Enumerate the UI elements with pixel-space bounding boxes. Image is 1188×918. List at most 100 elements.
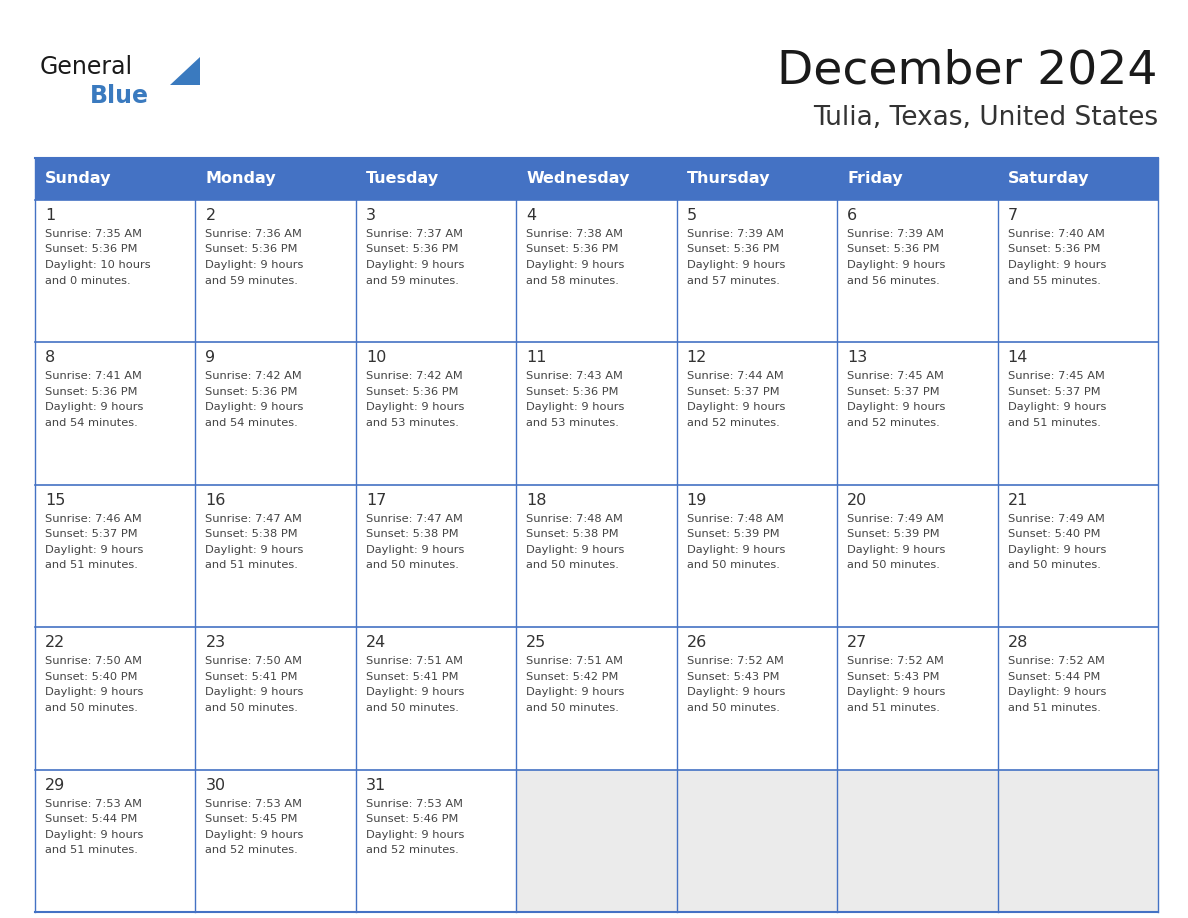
Text: Sunrise: 7:52 AM: Sunrise: 7:52 AM bbox=[1007, 656, 1105, 666]
Text: 13: 13 bbox=[847, 351, 867, 365]
Text: and 59 minutes.: and 59 minutes. bbox=[206, 275, 298, 285]
Bar bbox=[998, 200, 1158, 342]
Text: Sunset: 5:37 PM: Sunset: 5:37 PM bbox=[1007, 386, 1100, 397]
Text: Sunset: 5:36 PM: Sunset: 5:36 PM bbox=[526, 244, 619, 254]
Text: Wednesday: Wednesday bbox=[526, 172, 630, 186]
Bar bbox=[517, 485, 677, 627]
Text: Daylight: 9 hours: Daylight: 9 hours bbox=[687, 688, 785, 697]
Text: and 50 minutes.: and 50 minutes. bbox=[526, 702, 619, 712]
Bar bbox=[196, 485, 356, 627]
Text: Sunrise: 7:50 AM: Sunrise: 7:50 AM bbox=[45, 656, 143, 666]
Text: Sunrise: 7:49 AM: Sunrise: 7:49 AM bbox=[1007, 514, 1105, 524]
Text: and 0 minutes.: and 0 minutes. bbox=[45, 275, 131, 285]
Text: Sunrise: 7:53 AM: Sunrise: 7:53 AM bbox=[45, 799, 143, 809]
Text: Tuesday: Tuesday bbox=[366, 172, 440, 186]
Bar bbox=[677, 769, 838, 912]
Text: Sunset: 5:44 PM: Sunset: 5:44 PM bbox=[45, 814, 138, 824]
Bar bbox=[517, 342, 677, 485]
Text: Sunrise: 7:35 AM: Sunrise: 7:35 AM bbox=[45, 229, 143, 239]
Text: and 51 minutes.: and 51 minutes. bbox=[847, 702, 940, 712]
Text: Daylight: 9 hours: Daylight: 9 hours bbox=[45, 830, 144, 840]
Text: and 54 minutes.: and 54 minutes. bbox=[206, 418, 298, 428]
Text: 7: 7 bbox=[1007, 208, 1018, 223]
Text: and 50 minutes.: and 50 minutes. bbox=[45, 702, 138, 712]
Text: Sunset: 5:40 PM: Sunset: 5:40 PM bbox=[45, 672, 138, 682]
Text: Daylight: 9 hours: Daylight: 9 hours bbox=[847, 402, 946, 412]
Bar bbox=[517, 158, 677, 200]
Bar bbox=[838, 200, 998, 342]
Bar bbox=[998, 769, 1158, 912]
Text: and 50 minutes.: and 50 minutes. bbox=[687, 560, 779, 570]
Bar bbox=[998, 158, 1158, 200]
Bar bbox=[356, 769, 517, 912]
Text: Daylight: 9 hours: Daylight: 9 hours bbox=[687, 402, 785, 412]
Text: 24: 24 bbox=[366, 635, 386, 650]
Text: Sunset: 5:38 PM: Sunset: 5:38 PM bbox=[366, 530, 459, 539]
Text: 14: 14 bbox=[1007, 351, 1028, 365]
Bar bbox=[356, 200, 517, 342]
Bar bbox=[356, 485, 517, 627]
Bar bbox=[517, 769, 677, 912]
Text: Daylight: 9 hours: Daylight: 9 hours bbox=[366, 402, 465, 412]
Text: Sunrise: 7:51 AM: Sunrise: 7:51 AM bbox=[526, 656, 624, 666]
Text: Daylight: 9 hours: Daylight: 9 hours bbox=[526, 260, 625, 270]
Text: Sunset: 5:45 PM: Sunset: 5:45 PM bbox=[206, 814, 298, 824]
Text: Daylight: 9 hours: Daylight: 9 hours bbox=[45, 544, 144, 554]
Text: Sunrise: 7:53 AM: Sunrise: 7:53 AM bbox=[366, 799, 463, 809]
Text: Sunset: 5:39 PM: Sunset: 5:39 PM bbox=[687, 530, 779, 539]
Bar bbox=[838, 485, 998, 627]
Text: and 52 minutes.: and 52 minutes. bbox=[687, 418, 779, 428]
Text: and 50 minutes.: and 50 minutes. bbox=[366, 702, 459, 712]
Text: 1: 1 bbox=[45, 208, 56, 223]
Text: 16: 16 bbox=[206, 493, 226, 508]
Text: Sunrise: 7:47 AM: Sunrise: 7:47 AM bbox=[206, 514, 302, 524]
Text: 27: 27 bbox=[847, 635, 867, 650]
Bar bbox=[196, 627, 356, 769]
Text: Sunset: 5:39 PM: Sunset: 5:39 PM bbox=[847, 530, 940, 539]
Text: 8: 8 bbox=[45, 351, 56, 365]
Text: Sunset: 5:41 PM: Sunset: 5:41 PM bbox=[366, 672, 459, 682]
Text: Tulia, Texas, United States: Tulia, Texas, United States bbox=[813, 105, 1158, 131]
Bar bbox=[838, 769, 998, 912]
Text: Sunset: 5:43 PM: Sunset: 5:43 PM bbox=[687, 672, 779, 682]
Bar bbox=[677, 158, 838, 200]
Text: Sunset: 5:43 PM: Sunset: 5:43 PM bbox=[847, 672, 940, 682]
Bar bbox=[34, 200, 196, 342]
Bar bbox=[34, 627, 196, 769]
Text: 15: 15 bbox=[45, 493, 65, 508]
Bar bbox=[677, 627, 838, 769]
Text: Sunrise: 7:44 AM: Sunrise: 7:44 AM bbox=[687, 372, 783, 381]
Text: Daylight: 9 hours: Daylight: 9 hours bbox=[1007, 688, 1106, 697]
Text: Blue: Blue bbox=[90, 84, 148, 108]
Text: Sunset: 5:36 PM: Sunset: 5:36 PM bbox=[206, 386, 298, 397]
Text: and 58 minutes.: and 58 minutes. bbox=[526, 275, 619, 285]
Bar bbox=[356, 158, 517, 200]
Text: Sunset: 5:36 PM: Sunset: 5:36 PM bbox=[847, 244, 940, 254]
Text: and 55 minutes.: and 55 minutes. bbox=[1007, 275, 1100, 285]
Text: and 53 minutes.: and 53 minutes. bbox=[366, 418, 459, 428]
Text: Sunday: Sunday bbox=[45, 172, 112, 186]
Text: and 50 minutes.: and 50 minutes. bbox=[1007, 560, 1100, 570]
Text: and 50 minutes.: and 50 minutes. bbox=[687, 702, 779, 712]
Bar bbox=[196, 158, 356, 200]
Text: and 56 minutes.: and 56 minutes. bbox=[847, 275, 940, 285]
Text: Sunrise: 7:36 AM: Sunrise: 7:36 AM bbox=[206, 229, 302, 239]
Text: Sunset: 5:36 PM: Sunset: 5:36 PM bbox=[687, 244, 779, 254]
Text: 5: 5 bbox=[687, 208, 697, 223]
Text: 31: 31 bbox=[366, 778, 386, 792]
Text: 19: 19 bbox=[687, 493, 707, 508]
Text: Daylight: 9 hours: Daylight: 9 hours bbox=[366, 260, 465, 270]
Text: Sunset: 5:37 PM: Sunset: 5:37 PM bbox=[687, 386, 779, 397]
Bar bbox=[677, 200, 838, 342]
Text: Sunset: 5:44 PM: Sunset: 5:44 PM bbox=[1007, 672, 1100, 682]
Bar bbox=[34, 769, 1158, 912]
Text: Sunset: 5:36 PM: Sunset: 5:36 PM bbox=[45, 386, 138, 397]
Text: Sunrise: 7:40 AM: Sunrise: 7:40 AM bbox=[1007, 229, 1105, 239]
Text: Daylight: 9 hours: Daylight: 9 hours bbox=[526, 688, 625, 697]
Text: Sunset: 5:40 PM: Sunset: 5:40 PM bbox=[1007, 530, 1100, 539]
Bar bbox=[356, 342, 517, 485]
Text: Daylight: 9 hours: Daylight: 9 hours bbox=[206, 544, 304, 554]
Text: Daylight: 9 hours: Daylight: 9 hours bbox=[1007, 402, 1106, 412]
Text: Daylight: 9 hours: Daylight: 9 hours bbox=[1007, 544, 1106, 554]
Text: Daylight: 9 hours: Daylight: 9 hours bbox=[687, 260, 785, 270]
